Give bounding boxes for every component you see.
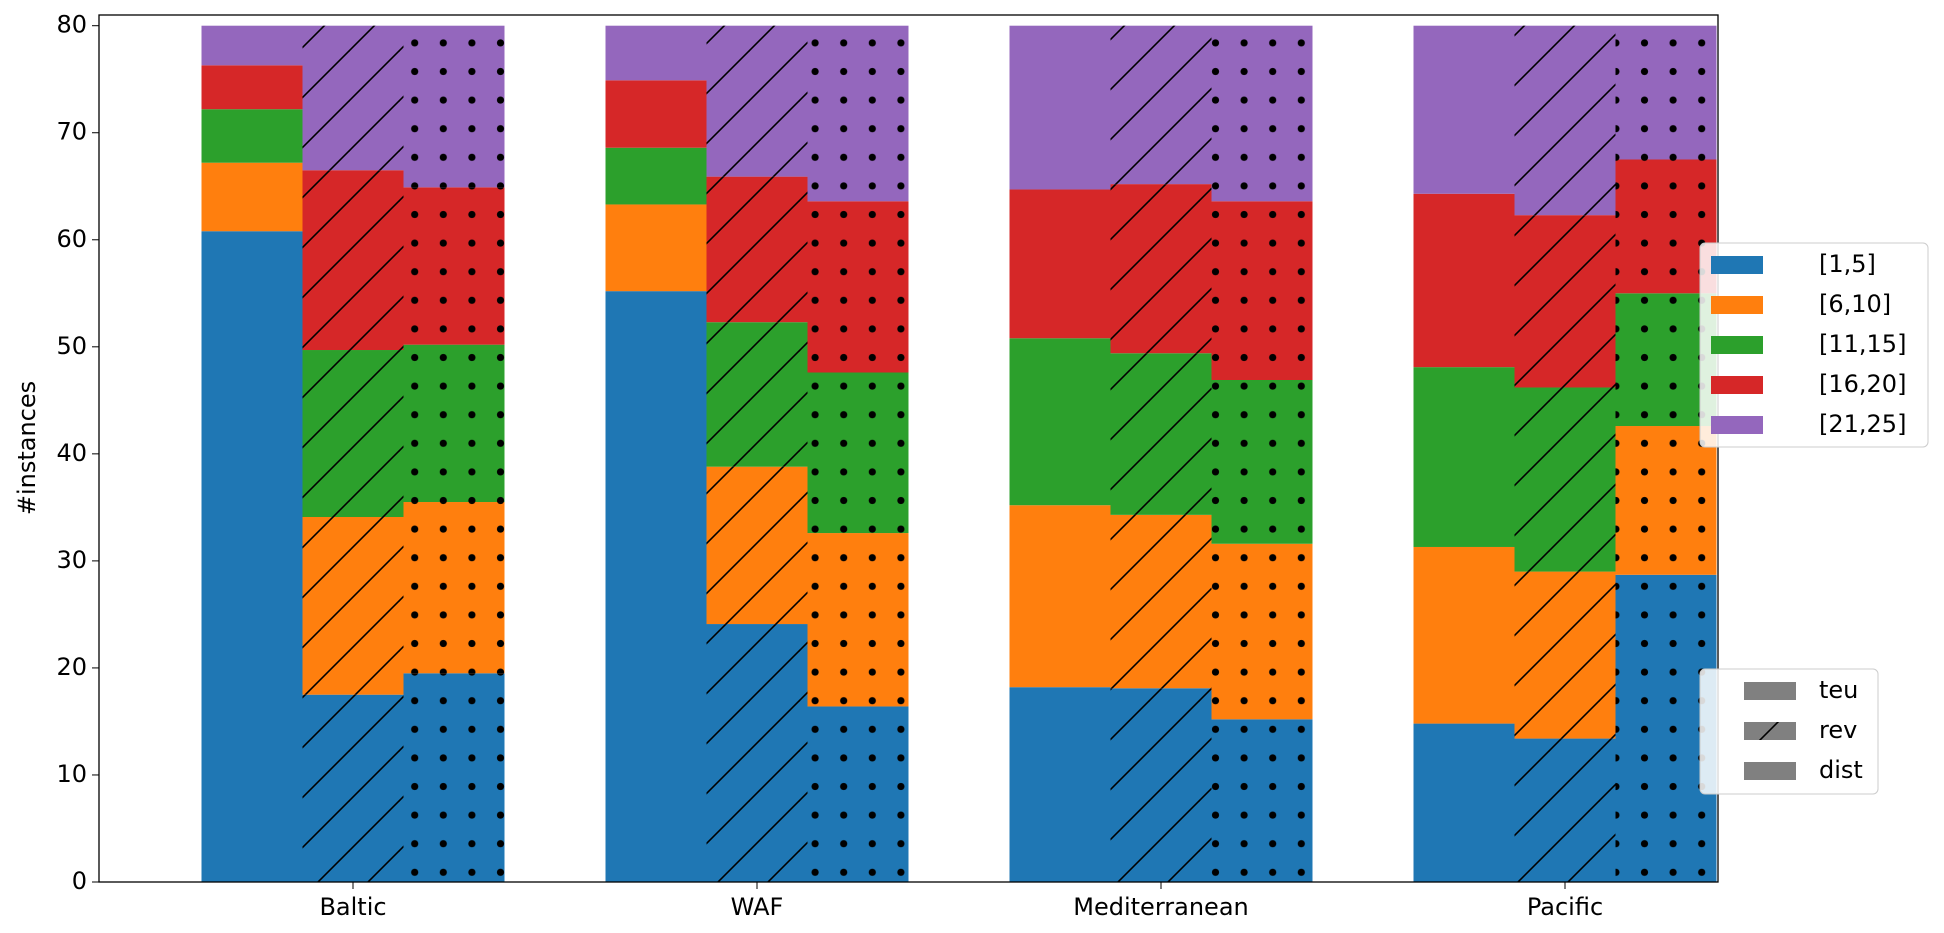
bar-pattern	[1110, 25, 1212, 185]
legend-swatch	[1711, 376, 1763, 394]
y-tick-label: 60	[56, 225, 87, 253]
bar-pattern	[1211, 201, 1313, 380]
legend-label: [6,10]	[1819, 290, 1891, 318]
bar-pattern	[1110, 688, 1212, 882]
y-tick-label: 30	[56, 546, 87, 574]
axes-frame	[98, 14, 1719, 883]
y-axis-label: #instances	[13, 381, 41, 515]
bar-pattern	[1514, 738, 1616, 882]
bar-pattern	[1211, 543, 1313, 720]
legend-label: teu	[1819, 676, 1858, 704]
bar-segment	[1413, 546, 1515, 724]
legend-label: [1,5]	[1819, 250, 1876, 278]
bar-pattern	[302, 170, 404, 351]
bar-pattern	[807, 201, 909, 373]
bar-segment	[1009, 505, 1111, 688]
bar-segment	[201, 25, 303, 66]
bar-pattern	[302, 517, 404, 695]
bar-pattern	[807, 533, 909, 707]
bar-pattern	[807, 706, 909, 882]
bar-segment	[605, 147, 707, 205]
y-tick-label: 10	[56, 760, 87, 788]
legend-box	[1699, 242, 1929, 448]
x-tick-label: Baltic	[319, 893, 386, 921]
bar-pattern	[403, 25, 505, 188]
bar-pattern	[403, 187, 505, 345]
legend-label: [16,20]	[1819, 370, 1906, 398]
bar-pattern	[302, 350, 404, 518]
y-tick-label: 0	[72, 867, 87, 895]
legend-label: [21,25]	[1819, 410, 1906, 438]
y-tick-label: 80	[56, 11, 87, 39]
bar-pattern	[403, 344, 505, 503]
legend-pattern	[1744, 762, 1796, 780]
bar-pattern	[403, 673, 505, 882]
legend-swatch	[1711, 336, 1763, 354]
bar-pattern	[807, 372, 909, 534]
y-tick-label: 70	[56, 118, 87, 146]
bar-segment	[201, 109, 303, 163]
bar-segment	[1009, 338, 1111, 506]
bar-segment	[201, 231, 303, 882]
legend-swatch	[1711, 416, 1763, 434]
legend-label: rev	[1819, 716, 1857, 744]
bar-pattern	[302, 694, 404, 882]
bar-pattern	[706, 624, 808, 882]
bar-pattern	[1110, 184, 1212, 354]
bar-pattern	[302, 25, 404, 171]
bar-pattern	[1211, 379, 1313, 544]
bar-segment	[1413, 723, 1515, 882]
legend-label: dist	[1819, 756, 1863, 784]
bar-pattern	[1211, 719, 1313, 882]
bar-segment	[201, 65, 303, 110]
bar-pattern	[1514, 571, 1616, 739]
bar-segment	[1413, 367, 1515, 547]
bar-pattern	[1110, 353, 1212, 515]
bar-pattern	[1514, 25, 1616, 216]
bar-pattern	[1615, 426, 1717, 575]
x-tick-label: WAF	[731, 893, 784, 921]
bar-segment	[605, 291, 707, 883]
bar-pattern	[1615, 25, 1717, 160]
bar-pattern	[1514, 387, 1616, 572]
legend-swatch	[1711, 256, 1763, 274]
x-tick-label: Pacific	[1527, 893, 1603, 921]
bar-segment	[1413, 193, 1515, 368]
y-tick-label: 20	[56, 653, 87, 681]
bar-pattern	[706, 466, 808, 625]
y-tick-label: 50	[56, 332, 87, 360]
bar-pattern	[706, 322, 808, 467]
bar-segment	[1009, 25, 1111, 190]
bar-segment	[1413, 25, 1515, 194]
bar-pattern	[403, 502, 505, 674]
bar-segment	[605, 80, 707, 148]
bar-pattern	[1211, 25, 1313, 202]
y-tick-label: 40	[56, 439, 87, 467]
legend-swatch	[1744, 682, 1796, 700]
legend-label: [11,15]	[1819, 330, 1906, 358]
bar-pattern	[706, 25, 808, 177]
bar-pattern	[807, 25, 909, 202]
legend-swatch	[1711, 296, 1763, 314]
legend-pattern	[1744, 722, 1796, 740]
bar-segment	[201, 162, 303, 232]
bar-pattern	[706, 176, 808, 323]
bar-pattern	[1110, 514, 1212, 689]
bar-segment	[1009, 687, 1111, 882]
bar-pattern	[1514, 215, 1616, 388]
bar-segment	[1009, 189, 1111, 339]
bar-segment	[605, 204, 707, 292]
x-tick-label: Mediterranean	[1073, 893, 1248, 921]
bar-segment	[605, 25, 707, 81]
